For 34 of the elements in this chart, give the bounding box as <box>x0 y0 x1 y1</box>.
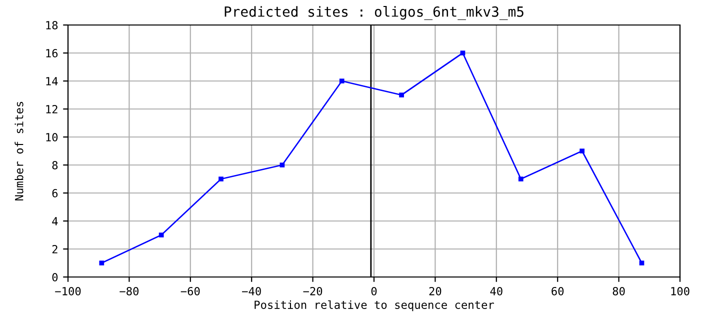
y-tick-label: 0 <box>52 273 58 282</box>
y-tick-label: 12 <box>46 105 58 114</box>
x-tick-label: 20 <box>429 286 442 296</box>
point <box>280 162 285 168</box>
x-tick-label: −100 <box>55 286 81 296</box>
point <box>460 50 466 56</box>
y-tick-label: 2 <box>52 245 58 254</box>
y-tick-label: 6 <box>52 189 58 198</box>
y-tick-label: 14 <box>46 77 58 86</box>
point <box>99 260 104 266</box>
point <box>339 78 344 84</box>
x-tick-label: 100 <box>671 286 690 296</box>
y-axis-title: Number of sites <box>14 102 24 200</box>
y-tick-label: 8 <box>52 161 58 170</box>
x-tick-label: 80 <box>612 286 625 296</box>
x-tick-label: 60 <box>552 286 564 296</box>
point <box>158 232 164 238</box>
x-axis-title: Position relative to sequence center <box>254 300 494 312</box>
chart-title: Predicted sites : oligos_6nt_mkv3_m5 <box>224 6 524 20</box>
point <box>218 176 224 182</box>
point <box>399 92 404 98</box>
y-tick-label: 10 <box>46 133 58 142</box>
x-tick-label: −80 <box>120 286 139 296</box>
y-tick-label: 4 <box>52 217 58 226</box>
y-tick-label: 16 <box>46 49 58 58</box>
y-tick-label: 18 <box>46 21 58 30</box>
point <box>639 260 644 266</box>
point <box>580 148 585 154</box>
point <box>518 176 524 182</box>
x-tick-label: −20 <box>303 286 322 296</box>
x-tick-label: 0 <box>371 286 377 296</box>
x-tick-label: 40 <box>490 286 502 296</box>
x-tick-label: −60 <box>180 286 200 296</box>
x-tick-label: −40 <box>242 286 261 296</box>
